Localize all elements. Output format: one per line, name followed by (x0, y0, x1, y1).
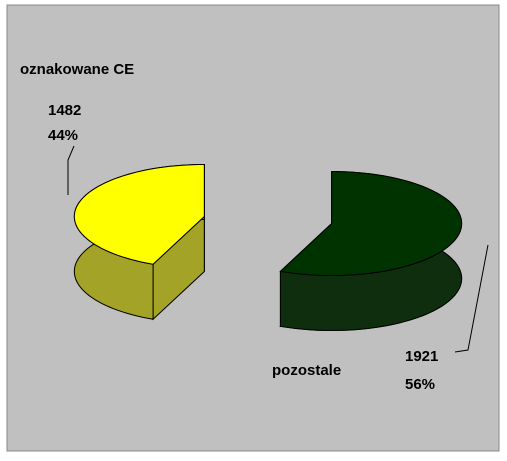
percent-label: 56% (405, 376, 435, 393)
slice-name: oznakowane CE (20, 61, 134, 78)
leader-line (454, 244, 489, 353)
slice-name: pozostale (272, 362, 341, 379)
percent-label: 44% (48, 127, 78, 144)
slice-top (279, 171, 463, 277)
slice-top (73, 163, 205, 265)
value-label: 1921 (405, 348, 438, 365)
value-label: 1482 (48, 102, 81, 119)
pie-slice (73, 163, 205, 321)
pie-slice (279, 171, 463, 332)
leader-line (67, 145, 75, 195)
